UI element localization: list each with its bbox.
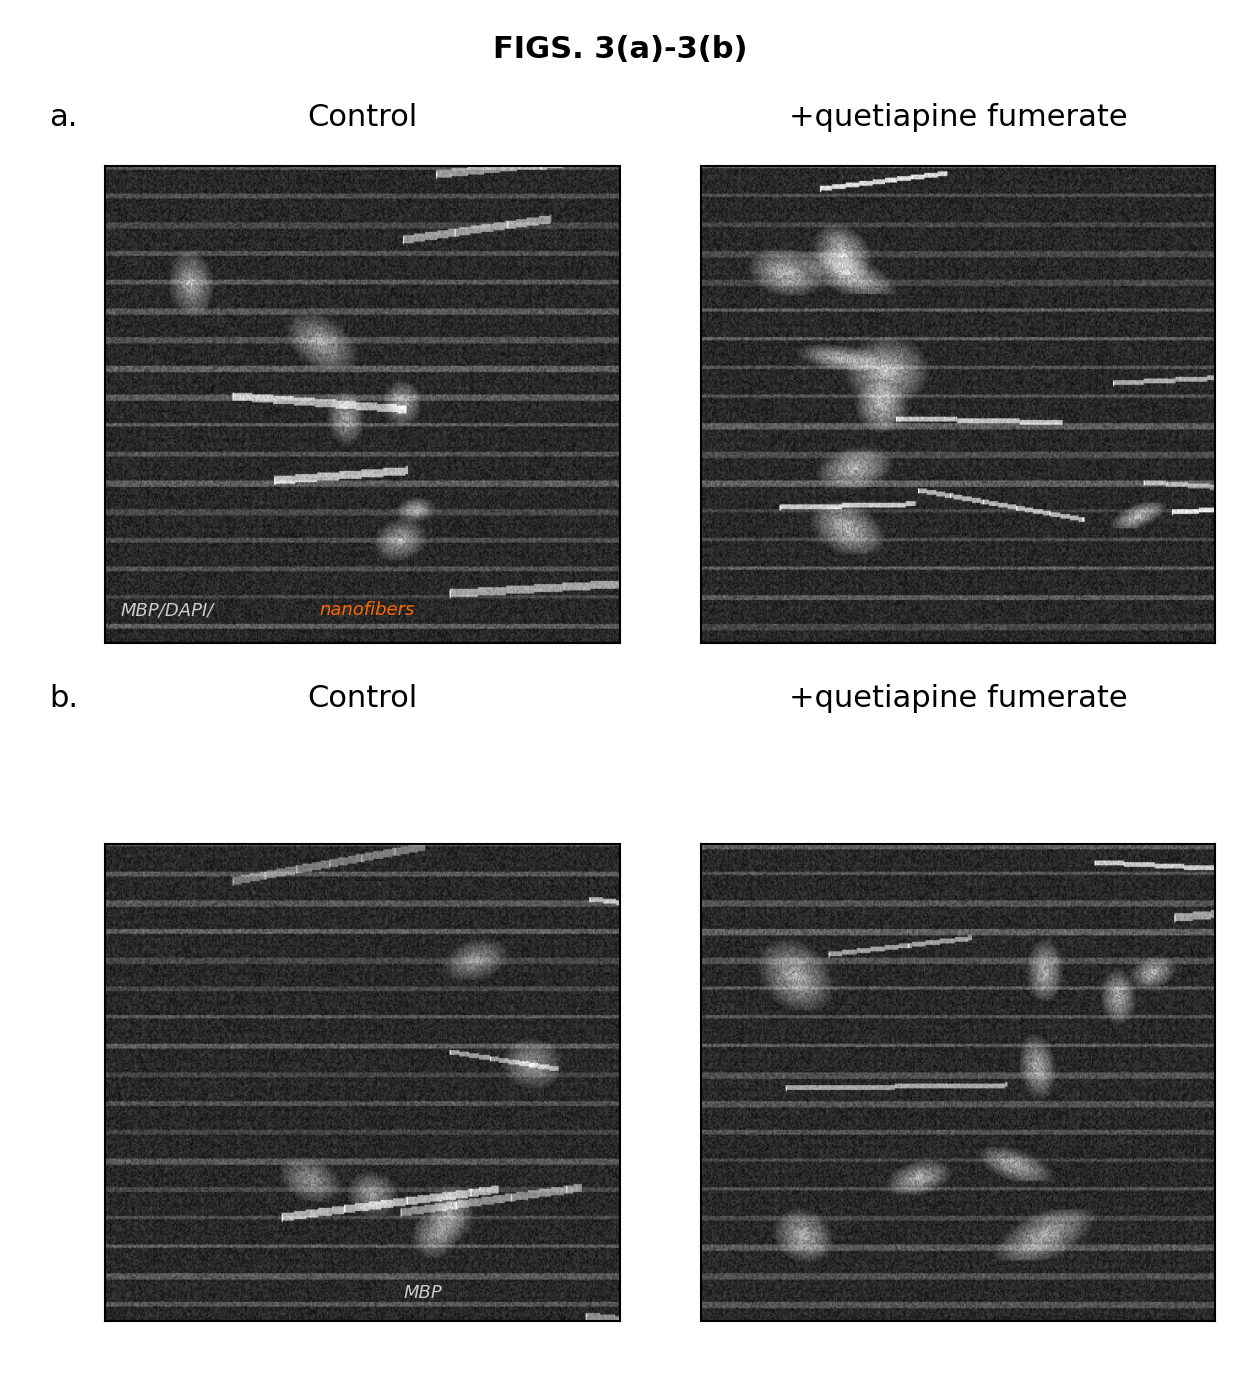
Text: FIGS. 3(a)-3(b): FIGS. 3(a)-3(b): [492, 35, 748, 64]
Text: Control: Control: [308, 685, 418, 712]
Text: MBP/DAPI/: MBP/DAPI/: [120, 602, 215, 620]
Text: +quetiapine fumerate: +quetiapine fumerate: [789, 104, 1127, 131]
Text: nanofibers: nanofibers: [319, 602, 414, 620]
Text: +quetiapine fumerate: +quetiapine fumerate: [789, 685, 1127, 712]
Text: MBP: MBP: [404, 1283, 443, 1301]
Text: a.: a.: [50, 104, 78, 131]
Text: b.: b.: [50, 685, 78, 712]
Text: Control: Control: [308, 104, 418, 131]
